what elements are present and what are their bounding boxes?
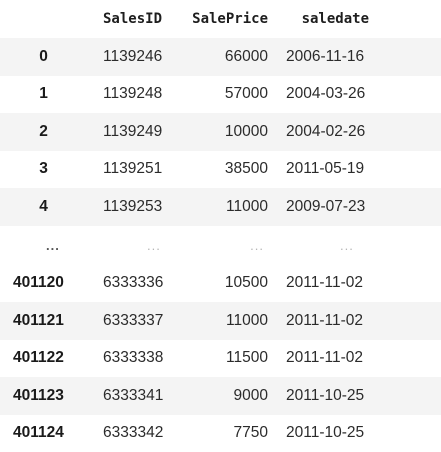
table-row: 2 1139249 10000 2004-02-26 [0,113,441,151]
cell-salesid: 6333338 [103,340,181,378]
table-row: 401120 6333336 10500 2011-11-02 [0,265,441,303]
cell-saleprice: 11000 [181,188,276,226]
ellipsis-row: ... ... ... ... [0,226,441,265]
cell-saleprice: 11000 [181,302,276,340]
cell-salesid: 1139249 [103,113,181,151]
cell-saledate: 2006-11-16 [276,38,441,76]
cell-saleprice: 10000 [181,113,276,151]
column-header-salesid: SalesID [103,0,181,38]
cell-salesid: 1139253 [103,188,181,226]
row-index: 401124 [0,415,103,452]
table-row: 401124 6333342 7750 2011-10-25 [0,415,441,452]
cell-saleprice: 11500 [181,340,276,378]
index-header [0,0,103,38]
row-index: 3 [0,151,103,189]
cell-salesid: 6333337 [103,302,181,340]
cell-saledate: 2009-07-23 [276,188,441,226]
row-index: 401120 [0,265,103,303]
table-row: 3 1139251 38500 2011-05-19 [0,151,441,189]
row-index: 4 [0,188,103,226]
row-index: 401122 [0,340,103,378]
cell-salesid: 6333342 [103,415,181,452]
row-index: 401123 [0,377,103,415]
table-header: SalesID SalePrice saledate [0,0,441,38]
cell-salesid: 1139248 [103,76,181,114]
cell-salesid: 1139246 [103,38,181,76]
row-index: 2 [0,113,103,151]
cell-saledate: 2011-11-02 [276,302,441,340]
column-header-saledate: saledate [276,0,441,38]
table-row: 4 1139253 11000 2009-07-23 [0,188,441,226]
row-index: 0 [0,38,103,76]
ellipsis-saleprice: ... [181,226,276,265]
ellipsis-salesid: ... [103,226,181,265]
row-index: 401121 [0,302,103,340]
ellipsis-saledate: ... [276,226,441,265]
cell-salesid: 6333336 [103,265,181,303]
cell-saleprice: 57000 [181,76,276,114]
cell-saledate: 2004-03-26 [276,76,441,114]
cell-salesid: 6333341 [103,377,181,415]
cell-salesid: 1139251 [103,151,181,189]
table-row: 401123 6333341 9000 2011-10-25 [0,377,441,415]
cell-saleprice: 9000 [181,377,276,415]
header-row: SalesID SalePrice saledate [0,0,441,38]
cell-saledate: 2011-05-19 [276,151,441,189]
row-index: 1 [0,76,103,114]
cell-saleprice: 66000 [181,38,276,76]
column-header-saleprice: SalePrice [181,0,276,38]
table-row: 0 1139246 66000 2006-11-16 [0,38,441,76]
cell-saledate: 2011-11-02 [276,340,441,378]
table-body: 0 1139246 66000 2006-11-16 1 1139248 570… [0,38,441,452]
table-row: 1 1139248 57000 2004-03-26 [0,76,441,114]
ellipsis-index: ... [0,226,103,265]
cell-saledate: 2011-11-02 [276,265,441,303]
cell-saledate: 2011-10-25 [276,377,441,415]
cell-saleprice: 7750 [181,415,276,452]
cell-saledate: 2011-10-25 [276,415,441,452]
table-row: 401122 6333338 11500 2011-11-02 [0,340,441,378]
cell-saledate: 2004-02-26 [276,113,441,151]
cell-saleprice: 38500 [181,151,276,189]
table-row: 401121 6333337 11000 2011-11-02 [0,302,441,340]
cell-saleprice: 10500 [181,265,276,303]
